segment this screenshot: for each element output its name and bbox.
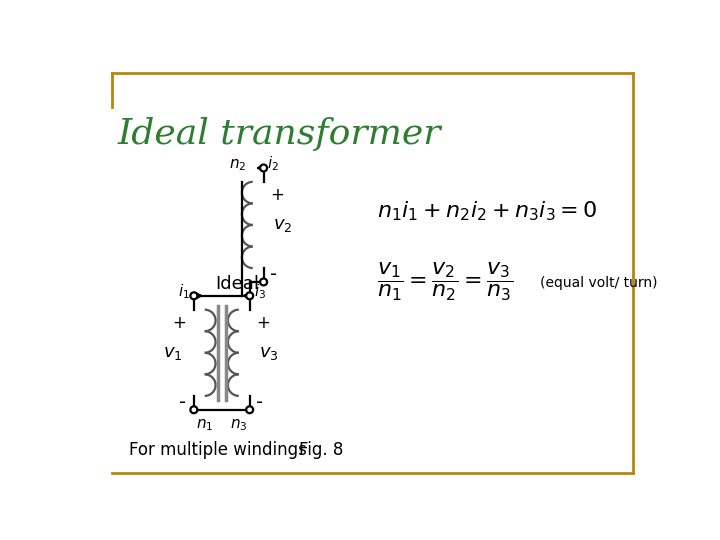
Text: +: + [172,314,186,332]
Text: $i_3$: $i_3$ [253,282,266,301]
Text: $n_3$: $n_3$ [230,417,248,433]
Text: $n_1i_1 + n_2i_2 + n_3i_3 = 0$: $n_1i_1 + n_2i_2 + n_3i_3 = 0$ [377,199,598,223]
Circle shape [190,406,197,413]
Text: +: + [270,186,284,205]
Text: $\dfrac{v_1}{n_1} = \dfrac{v_2}{n_2} = \dfrac{v_3}{n_3}$: $\dfrac{v_1}{n_1} = \dfrac{v_2}{n_2} = \… [377,261,513,303]
Text: Fig. 8: Fig. 8 [300,441,343,459]
Text: Ideal transformer: Ideal transformer [118,117,441,151]
Text: -: - [270,265,277,284]
Text: -: - [179,393,186,412]
Text: $i_2$: $i_2$ [267,154,279,173]
Circle shape [246,292,253,299]
Text: $v_1$: $v_1$ [163,344,183,362]
Text: Ideal: Ideal [215,275,259,293]
Circle shape [190,292,197,299]
Text: +: + [256,314,270,332]
Text: (equal volt/ turn): (equal volt/ turn) [539,276,657,289]
Text: $v_2$: $v_2$ [273,216,292,234]
Circle shape [260,165,267,171]
Text: $i_1$: $i_1$ [178,282,190,301]
Text: For multiple windings: For multiple windings [129,441,307,459]
Text: $n_1$: $n_1$ [196,417,213,433]
Circle shape [260,279,267,286]
Text: -: - [256,393,263,412]
Text: $n_2$: $n_2$ [229,157,246,173]
Circle shape [246,406,253,413]
Text: $v_3$: $v_3$ [259,344,279,362]
